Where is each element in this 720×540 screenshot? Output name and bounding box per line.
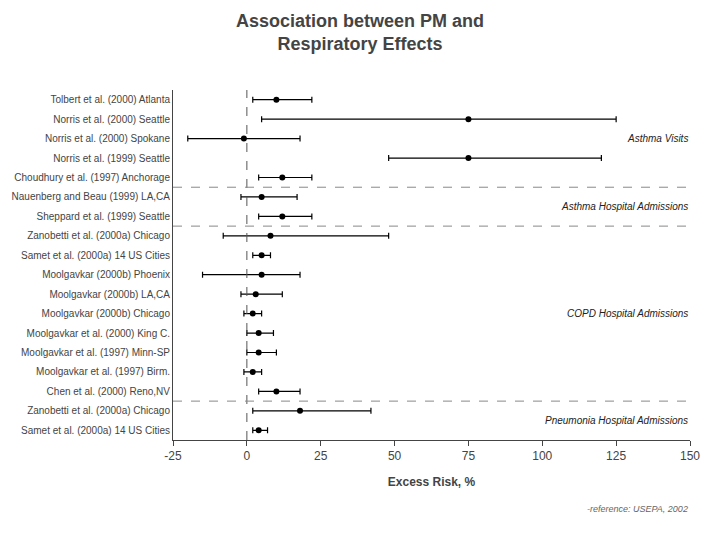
svg-text:Excess Risk, %: Excess Risk, % (388, 475, 476, 489)
svg-text:Tolbert et al. (2000) Atlanta: Tolbert et al. (2000) Atlanta (50, 94, 170, 105)
svg-text:-25: -25 (164, 449, 182, 463)
svg-text:Nauenberg and Beau (1999) LA,C: Nauenberg and Beau (1999) LA,CA (12, 191, 171, 202)
svg-text:25: 25 (314, 449, 328, 463)
svg-text:Moolgavkar (2000b) LA,CA: Moolgavkar (2000b) LA,CA (49, 289, 170, 300)
svg-text:100: 100 (532, 449, 552, 463)
svg-text:Samet et al. (2000a) 14 US Cit: Samet et al. (2000a) 14 US Cities (21, 250, 170, 261)
svg-text:0: 0 (244, 449, 251, 463)
svg-text:Pneumonia Hospital Admissions: Pneumonia Hospital Admissions (545, 415, 688, 426)
svg-text:Moolgavkar (2000b) Phoenix: Moolgavkar (2000b) Phoenix (42, 269, 170, 280)
svg-text:Moolgavkar et al. (2000) King: Moolgavkar et al. (2000) King C. (27, 328, 170, 339)
svg-text:Asthma Visits: Asthma Visits (627, 133, 688, 144)
svg-text:Moolgavkar et al. (1997) Minn-: Moolgavkar et al. (1997) Minn-SP (21, 347, 170, 358)
svg-text:Choudhury et al. (1997) Anchor: Choudhury et al. (1997) Anchorage (14, 172, 170, 183)
svg-text:Zanobetti et al. (2000a) Chica: Zanobetti et al. (2000a) Chicago (27, 405, 170, 416)
svg-text:-reference: USEPA, 2002: -reference: USEPA, 2002 (587, 504, 688, 514)
svg-text:Moolgavkar et al. (1997) Birm.: Moolgavkar et al. (1997) Birm. (36, 366, 170, 377)
svg-text:Norris et al. (2000) Seattle: Norris et al. (2000) Seattle (53, 114, 170, 125)
svg-text:125: 125 (606, 449, 626, 463)
svg-text:Chen et al. (2000) Reno,NV: Chen et al. (2000) Reno,NV (47, 386, 171, 397)
svg-text:Asthma Hospital Admissions: Asthma Hospital Admissions (561, 201, 688, 212)
svg-text:75: 75 (462, 449, 476, 463)
svg-text:Zanobetti et al. (2000a) Chica: Zanobetti et al. (2000a) Chicago (27, 230, 170, 241)
svg-text:Moolgavkar (2000b) Chicago: Moolgavkar (2000b) Chicago (42, 308, 171, 319)
svg-text:Sheppard et al. (1999) Seattle: Sheppard et al. (1999) Seattle (37, 211, 171, 222)
svg-text:50: 50 (388, 449, 402, 463)
svg-text:Norris et al. (2000) Spokane: Norris et al. (2000) Spokane (45, 133, 171, 144)
svg-text:Association between PM andResp: Association between PM andRespiratory Ef… (236, 11, 484, 54)
svg-text:COPD Hospital Admissions: COPD Hospital Admissions (567, 308, 688, 319)
svg-text:Norris et al. (1999) Seattle: Norris et al. (1999) Seattle (53, 153, 170, 164)
svg-text:Samet et al. (2000a) 14 US Cit: Samet et al. (2000a) 14 US Cities (21, 425, 170, 436)
svg-text:150: 150 (680, 449, 700, 463)
